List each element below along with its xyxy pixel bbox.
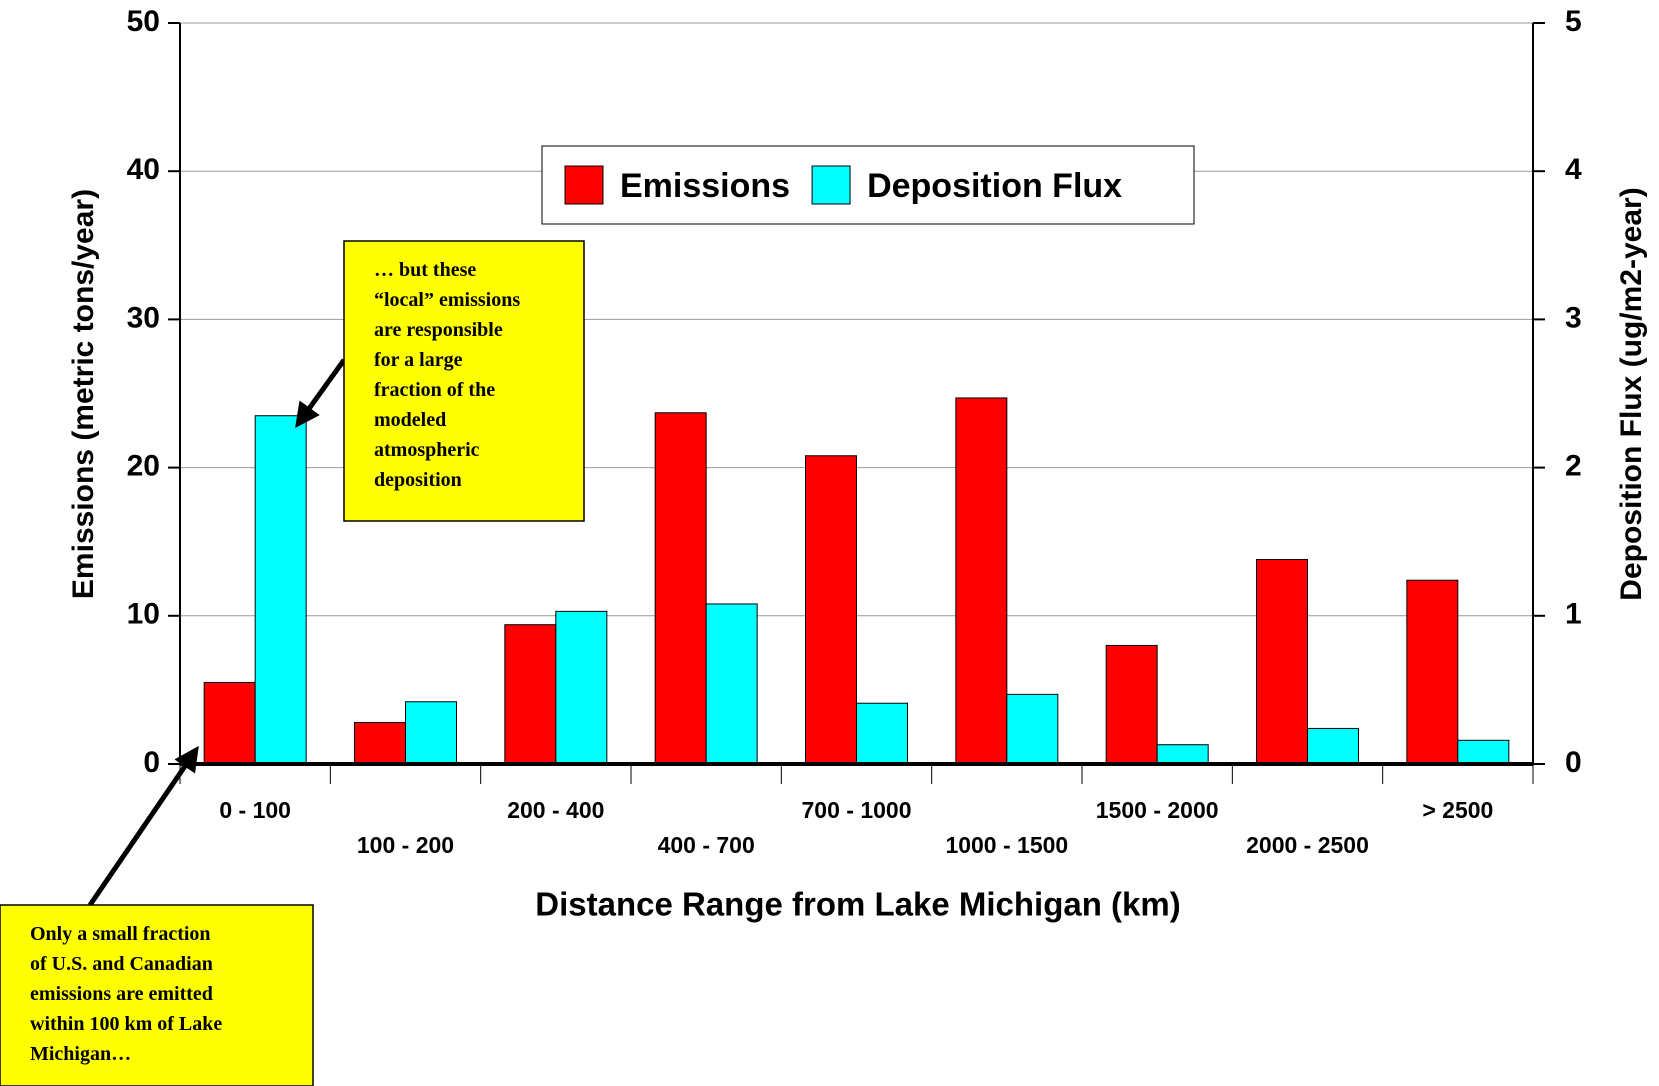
- y-tick-label: 40: [127, 153, 160, 186]
- y2-tick-label: 2: [1565, 450, 1582, 483]
- y2-tick-label: 1: [1565, 598, 1582, 631]
- x-axis-title: Distance Range from Lake Michigan (km): [535, 886, 1180, 923]
- bar: [354, 722, 406, 765]
- y2-tick-label: 4: [1565, 153, 1582, 186]
- bar: [1006, 693, 1059, 765]
- y2-tick-label: 5: [1565, 5, 1582, 38]
- bar: [504, 624, 557, 765]
- bar: [654, 412, 707, 765]
- annotation-text: fraction of the: [374, 379, 495, 401]
- annotation-text: are responsible: [374, 319, 503, 341]
- y-tick-label: 50: [127, 5, 160, 38]
- annotation-arrow: [295, 358, 347, 429]
- legend-swatch: [811, 165, 851, 205]
- annotation-text: deposition: [374, 469, 462, 491]
- y-tick-label: 20: [127, 450, 160, 483]
- annotation-text: … but these: [374, 259, 476, 281]
- annotation-text: atmospheric: [374, 439, 480, 461]
- bar: [1156, 744, 1209, 765]
- bar: [705, 603, 758, 765]
- x-tick-label: 700 - 1000: [802, 797, 912, 823]
- x-tick-label: 1500 - 2000: [1096, 797, 1219, 823]
- x-tick-label: 200 - 400: [507, 797, 604, 823]
- bar: [1105, 644, 1158, 765]
- annotation-text: of U.S. and Canadian: [30, 953, 213, 975]
- legend-box: [541, 145, 1195, 225]
- bar: [555, 610, 608, 765]
- x-tick-label: 2000 - 2500: [1246, 832, 1369, 858]
- bar: [805, 455, 857, 765]
- annotation-text: for a large: [374, 349, 463, 371]
- y-axis-title: Emissions (metric tons/year): [67, 189, 100, 599]
- x-tick-label: 1000 - 1500: [945, 832, 1068, 858]
- annotation-box: [0, 904, 314, 1086]
- annotation-box: [343, 240, 585, 522]
- bar: [203, 681, 256, 765]
- y2-tick-label: 3: [1565, 301, 1582, 334]
- x-tick-label: > 2500: [1422, 797, 1493, 823]
- bar: [955, 397, 1008, 765]
- annotation-text: “local” emissions: [374, 289, 520, 311]
- y-tick-label: 0: [143, 746, 160, 779]
- annotation-text: modeled: [374, 409, 446, 431]
- bar: [254, 415, 307, 765]
- bar: [1457, 739, 1510, 765]
- y2-tick-label: 0: [1565, 746, 1582, 779]
- bar: [1406, 579, 1459, 765]
- x-tick-label: 0 - 100: [219, 797, 291, 823]
- x-tick-label: 100 - 200: [357, 832, 454, 858]
- annotation-text: Only a small fraction: [30, 923, 211, 945]
- annotation-text: Michigan…: [30, 1043, 131, 1065]
- annotation-arrow: [87, 745, 199, 907]
- bar: [405, 701, 457, 765]
- annotation-text: within 100 km of Lake: [30, 1013, 222, 1035]
- legend-label: Emissions: [620, 167, 790, 205]
- y-tick-label: 10: [127, 598, 160, 631]
- x-tick-label: 400 - 700: [658, 832, 755, 858]
- annotation-text: emissions are emitted: [30, 983, 213, 1005]
- legend-swatch: [564, 165, 604, 205]
- legend-label: Deposition Flux: [867, 167, 1122, 205]
- bar: [1307, 727, 1359, 765]
- y2-axis-title: Deposition Flux (ug/m2-year): [1615, 187, 1648, 600]
- bar: [1256, 558, 1308, 765]
- bar: [856, 702, 908, 765]
- y-tick-label: 30: [127, 301, 160, 334]
